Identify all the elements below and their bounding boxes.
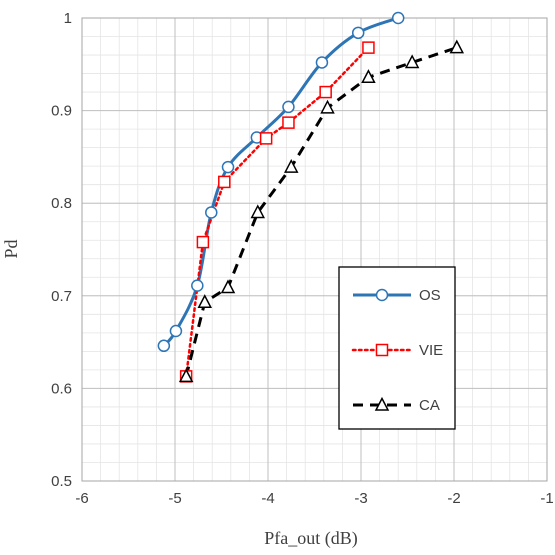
series-os-point [221,160,235,174]
series-os-point [157,339,171,353]
series-os-points [157,11,405,353]
series-os-point [315,56,329,69]
legend-marker-vie [375,343,389,357]
series-ca-point [197,294,212,309]
legend-label-ca: CA [419,397,440,414]
series-os-point [205,206,218,219]
x-tick-label: -3 [354,490,367,507]
series-os-point [391,11,405,25]
series-vie-point [319,85,332,99]
series-vie-point [362,41,375,54]
series-os-point [169,324,183,338]
plot-border [81,17,548,482]
series-vie-point [282,116,295,129]
series-ca-point [250,204,266,219]
series-vie-point [196,235,210,249]
x-tick-label: -2 [447,490,460,507]
series-ca-point [361,69,376,84]
series-ca-point [178,368,194,383]
y-tick-label: 0.6 [51,380,72,397]
series-vie-point [259,132,273,145]
legend-label-os: OS [419,287,441,304]
y-axis-title: Pd [1,239,21,258]
minor-gridlines [81,17,548,482]
x-axis-title: Pfa_out (dB) [264,528,358,549]
y-tick-label: 0.8 [51,195,72,212]
series-os-line [162,16,399,347]
legend-marker-os [375,288,389,302]
series-ca-points [178,39,465,383]
x-tick-label: -5 [168,490,181,507]
legend-label-vie: VIE [419,342,443,359]
y-tick-label: 0.5 [51,473,72,490]
series-os-point [351,26,365,40]
x-tick-label: -1 [540,490,553,507]
legend: OS VIE CA [338,266,456,430]
legend-marker-ca [374,396,390,411]
series-ca-point [320,99,335,114]
series-ca-point [449,39,465,54]
series-os-point [282,100,295,114]
y-tick-label: 1 [64,10,72,27]
tick-labels: -6 -5 -4 -3 -2 -1 0.5 0.6 0.7 0.8 0.9 1 [51,10,554,507]
series-ca-point [404,54,420,69]
series-os-point [191,279,204,292]
x-tick-label: -6 [75,490,88,507]
series-ca-point [284,158,299,173]
series-ca-point [220,279,236,294]
major-gridlines [81,17,548,482]
series-vie-point [218,175,231,189]
y-tick-label: 0.9 [51,103,72,120]
y-tick-label: 0.7 [51,288,72,305]
series-os [162,16,399,347]
series-layer [157,11,465,383]
plot-area-border [81,17,548,482]
x-tick-label: -4 [261,490,274,507]
